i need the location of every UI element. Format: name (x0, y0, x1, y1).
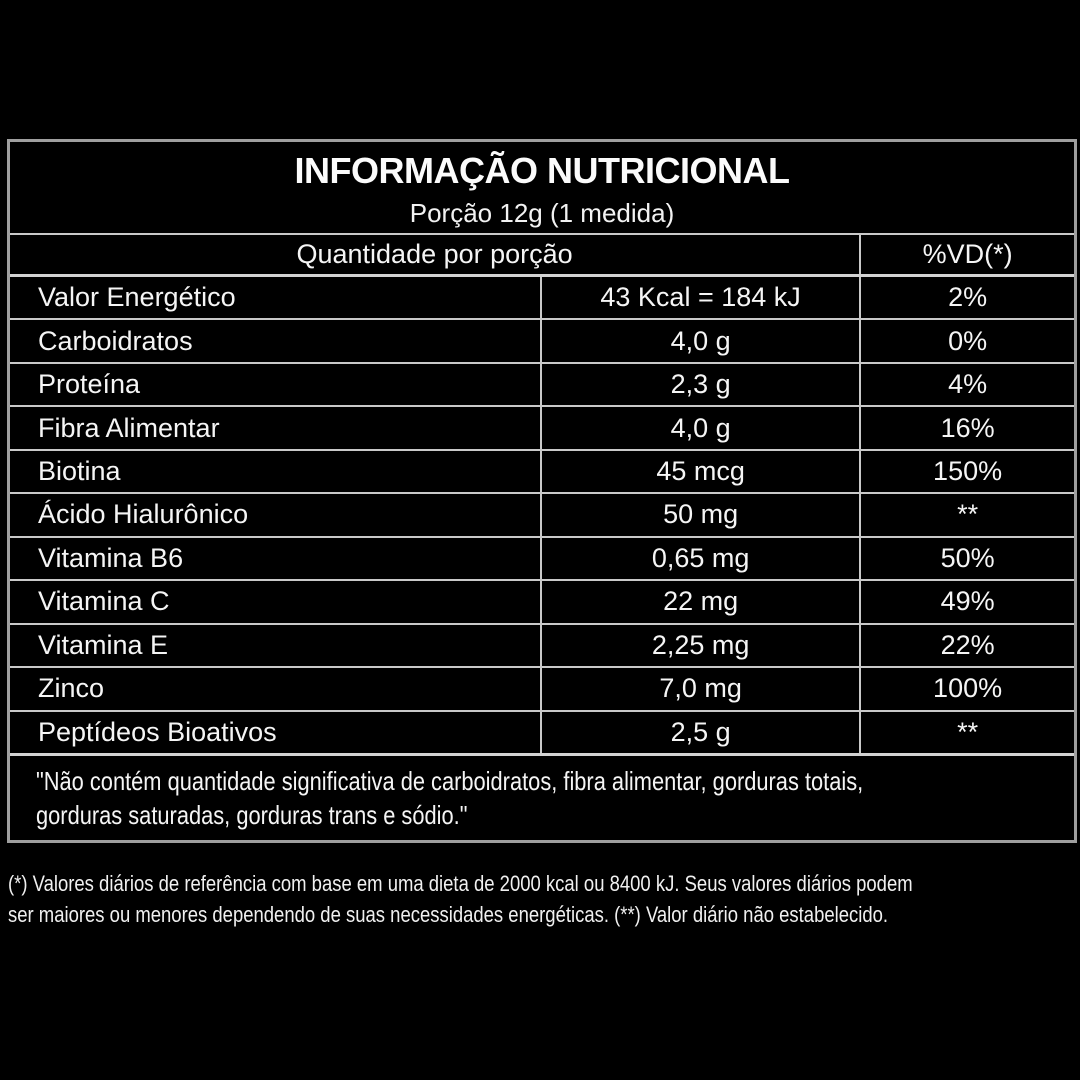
nutrient-quantity: 7,0 mg (542, 668, 862, 710)
nutrient-quantity: 0,65 mg (542, 537, 862, 580)
nutrient-name: Biotina (10, 450, 542, 493)
nutrient-quantity: 2,5 g (542, 711, 862, 753)
nutrient-daily-value: 2% (948, 282, 988, 313)
nutrient-quantity: 2,25 mg (542, 624, 862, 667)
table-body: Valor Energético 43 Kcal = 184 kJ 2% Car… (10, 277, 1074, 753)
page-title: INFORMAÇÃO NUTRICIONAL (294, 150, 790, 191)
footnote-line-2: ser maiores ou menores dependendo de sua… (8, 902, 889, 927)
disclaimer-line-2: gorduras saturadas, gorduras trans e sód… (36, 800, 468, 830)
daily-values-footnote: (*) Valores diários de referência com ba… (8, 868, 1076, 930)
nutrition-facts-table: INFORMAÇÃO NUTRICIONAL Porção 12g (1 med… (7, 139, 1077, 843)
nutrient-quantity: 43 Kcal = 184 kJ (542, 277, 862, 319)
serving-size-label: Porção 12g (1 medida) (409, 198, 675, 228)
table-row: Ácido Hialurônico 50 mg ** (10, 494, 1074, 538)
nutrient-name: Fibra Alimentar (10, 407, 542, 449)
nutrient-name: Vitamina B6 (10, 537, 542, 580)
table-row: Valor Energético 43 Kcal = 184 kJ 2% (10, 277, 1074, 321)
table-row: Fibra Alimentar 4,0 g 16% (10, 407, 1074, 451)
nutrient-daily-value: 22% (940, 629, 995, 660)
nutrient-daily-value: ** (957, 499, 979, 530)
table-row: Biotina 45 mcg 150% (10, 450, 1074, 495)
nutrient-quantity: 4,0 g (542, 407, 862, 449)
nutrient-name: Carboidratos (10, 320, 542, 362)
nutrient-name: Valor Energético (10, 277, 542, 319)
nutrient-daily-value: 0% (948, 325, 988, 356)
column-header-quantity: Quantidade por porção (10, 235, 862, 274)
table-row: Vitamina B6 0,65 mg 50% (10, 537, 1074, 582)
nutrient-daily-value: 50% (940, 542, 995, 573)
nutrient-name: Ácido Hialurônico (10, 494, 542, 536)
table-header-row: Quantidade por porção %VD(*) (10, 235, 1074, 277)
table-title-block: INFORMAÇÃO NUTRICIONAL Porção 12g (1 med… (10, 142, 1074, 235)
nutrient-daily-value: 16% (940, 412, 995, 443)
footnote-line-1: (*) Valores diários de referência com ba… (8, 871, 913, 896)
table-row: Peptídeos Bioativos 2,5 g ** (10, 711, 1074, 753)
nutrient-daily-value: 100% (933, 673, 1003, 704)
no-significant-amounts-disclaimer: "Não contém quantidade significativa de … (10, 753, 1074, 840)
column-header-daily-value: %VD(*) (922, 239, 1013, 269)
nutrient-name: Vitamina E (10, 624, 542, 667)
nutrient-daily-value: 150% (933, 456, 1003, 487)
disclaimer-line-1: "Não contém quantidade significativa de … (36, 766, 864, 796)
nutrient-daily-value: 49% (940, 586, 995, 617)
table-row: Vitamina C 22 mg 49% (10, 581, 1074, 625)
table-row: Vitamina E 2,25 mg 22% (10, 624, 1074, 669)
table-row: Zinco 7,0 mg 100% (10, 668, 1074, 712)
nutrient-quantity: 22 mg (542, 581, 862, 623)
nutrient-name: Zinco (10, 668, 542, 710)
nutrient-quantity: 4,0 g (542, 320, 862, 362)
nutrient-daily-value: ** (957, 716, 979, 747)
nutrient-name: Proteína (10, 363, 542, 406)
nutrient-quantity: 45 mcg (542, 450, 862, 493)
nutrient-daily-value: 4% (948, 369, 988, 400)
nutrient-name: Vitamina C (10, 581, 542, 623)
table-row: Carboidratos 4,0 g 0% (10, 320, 1074, 364)
nutrient-name: Peptídeos Bioativos (10, 711, 542, 753)
nutrient-quantity: 2,3 g (542, 363, 862, 406)
nutrient-quantity: 50 mg (542, 494, 862, 536)
table-row: Proteína 2,3 g 4% (10, 363, 1074, 408)
